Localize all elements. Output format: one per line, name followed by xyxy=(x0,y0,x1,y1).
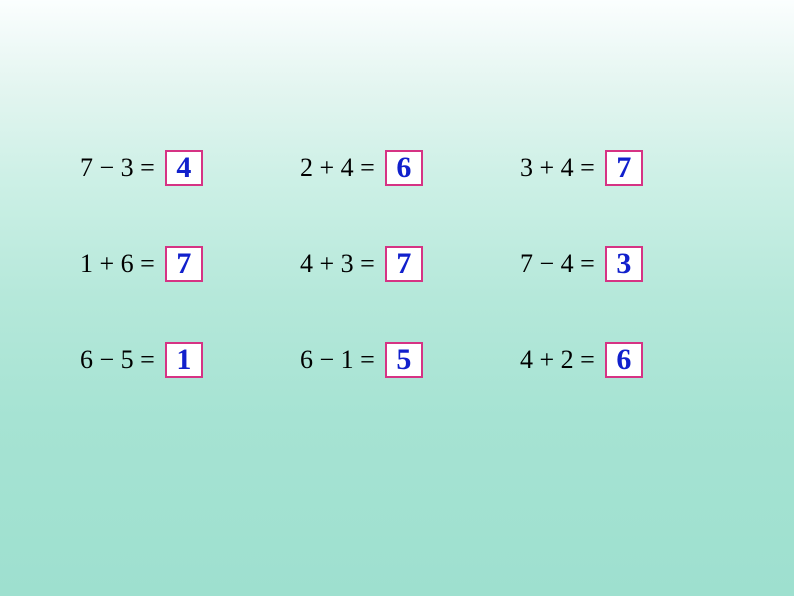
expression: 2 + 4 = xyxy=(300,153,375,183)
answer-value: 3 xyxy=(616,249,631,279)
math-problem: 7 − 4 = 3 xyxy=(520,246,730,282)
expression: 1 + 6 = xyxy=(80,249,155,279)
answer-box: 7 xyxy=(605,150,643,186)
answer-box: 7 xyxy=(385,246,423,282)
answer-value: 7 xyxy=(396,249,411,279)
expression: 6 − 1 = xyxy=(300,345,375,375)
math-problem: 7 − 3 = 4 xyxy=(80,150,290,186)
math-problem: 3 + 4 = 7 xyxy=(520,150,730,186)
answer-box: 6 xyxy=(385,150,423,186)
math-problem: 4 + 2 = 6 xyxy=(520,342,730,378)
problems-grid: 7 − 3 = 4 2 + 4 = 6 3 + 4 = 7 1 + 6 = 7 … xyxy=(80,150,730,378)
answer-box: 4 xyxy=(165,150,203,186)
expression: 4 + 2 = xyxy=(520,345,595,375)
answer-box: 3 xyxy=(605,246,643,282)
math-problem: 6 − 5 = 1 xyxy=(80,342,290,378)
math-problem: 2 + 4 = 6 xyxy=(300,150,510,186)
answer-value: 6 xyxy=(396,153,411,183)
answer-value: 7 xyxy=(616,153,631,183)
math-problem: 6 − 1 = 5 xyxy=(300,342,510,378)
answer-box: 6 xyxy=(605,342,643,378)
answer-value: 4 xyxy=(176,153,191,183)
math-problem: 1 + 6 = 7 xyxy=(80,246,290,282)
answer-box: 1 xyxy=(165,342,203,378)
answer-box: 5 xyxy=(385,342,423,378)
expression: 7 − 3 = xyxy=(80,153,155,183)
expression: 3 + 4 = xyxy=(520,153,595,183)
expression: 4 + 3 = xyxy=(300,249,375,279)
expression: 6 − 5 = xyxy=(80,345,155,375)
expression: 7 − 4 = xyxy=(520,249,595,279)
answer-value: 6 xyxy=(616,345,631,375)
answer-value: 1 xyxy=(176,345,191,375)
answer-value: 7 xyxy=(176,249,191,279)
answer-value: 5 xyxy=(396,345,411,375)
math-problem: 4 + 3 = 7 xyxy=(300,246,510,282)
answer-box: 7 xyxy=(165,246,203,282)
